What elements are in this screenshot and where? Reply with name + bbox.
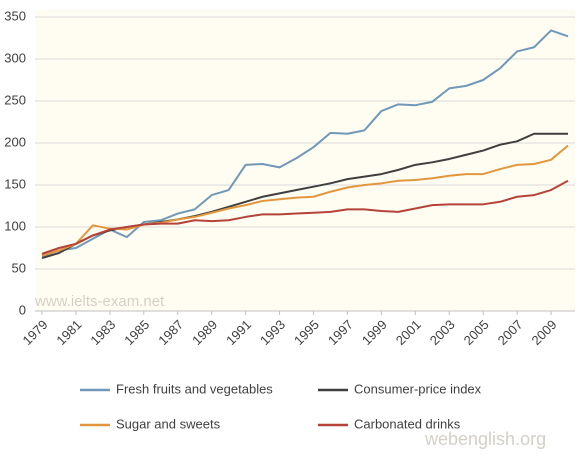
x-tick-label: 1995: [291, 317, 322, 348]
x-tick-label: 1997: [325, 317, 356, 348]
x-tick-label: 1987: [155, 317, 186, 348]
legend-label: Carbonated drinks: [354, 416, 461, 431]
x-tick-label: 1983: [87, 317, 118, 348]
x-tick-label: 1985: [121, 317, 152, 348]
legend-label: Consumer-price index: [354, 381, 482, 396]
x-tick-label: 1999: [359, 317, 390, 348]
x-tick-label: 1981: [53, 317, 84, 348]
watermark: webenglish.org: [424, 429, 546, 449]
x-tick-label: 2003: [427, 317, 458, 348]
x-tick-label: 1991: [223, 317, 254, 348]
series-line: [41, 144, 569, 257]
y-tick-label: 50: [12, 260, 26, 275]
x-tick-label: 1979: [19, 317, 50, 348]
y-tick-label: 300: [4, 50, 26, 65]
watermark: www.ielts-exam.net: [34, 293, 165, 310]
y-tick-label: 100: [4, 218, 26, 233]
y-tick-label: 200: [4, 134, 26, 149]
series-line: [41, 29, 569, 258]
y-tick-label: 350: [4, 8, 26, 23]
x-tick-label: 2005: [461, 317, 492, 348]
x-tick-label: 2007: [495, 317, 526, 348]
legend-label: Fresh fruits and vegetables: [116, 381, 273, 396]
x-tick-label: 2009: [529, 317, 560, 348]
y-tick-label: 150: [4, 176, 26, 191]
y-tick-label: 0: [19, 302, 26, 317]
series-line: [41, 179, 569, 255]
plot-background: [35, 10, 575, 311]
x-tick-label: 1993: [257, 317, 288, 348]
y-tick-label: 250: [4, 92, 26, 107]
x-tick-label: 1989: [189, 317, 220, 348]
legend-label: Sugar and sweets: [116, 416, 221, 431]
x-tick-label: 2001: [393, 317, 424, 348]
